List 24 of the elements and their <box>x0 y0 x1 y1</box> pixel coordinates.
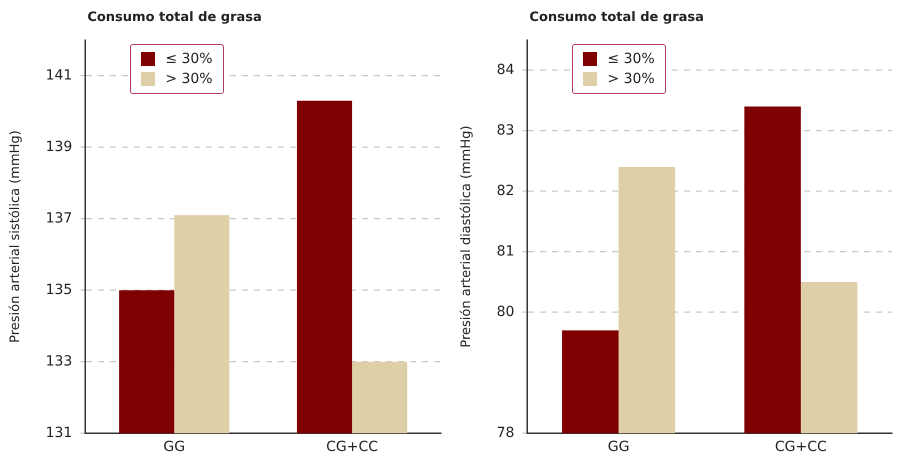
legend-label: ≤ 30% <box>165 51 213 67</box>
legend-label: ≤ 30% <box>607 51 655 67</box>
y-tick-label: 78 <box>496 424 514 441</box>
y-tick-label: 137 <box>46 210 72 226</box>
y-tick-label: 141 <box>46 67 72 84</box>
y-axis-title: Presión arterial sistólica (mmHg) <box>8 130 24 343</box>
y-tick-label: 84 <box>496 62 514 78</box>
legend-label: > 30% <box>165 71 213 87</box>
x-tick-label: GG <box>608 439 630 456</box>
x-tick-label: GG <box>163 439 186 456</box>
y-tick-label: 83 <box>496 122 514 138</box>
y-tick-label: 80 <box>496 304 514 320</box>
x-tick-label: CG+CC <box>326 439 378 456</box>
chart-title: Consumo total de grasa <box>87 10 262 25</box>
y-tick-label: 131 <box>46 424 72 441</box>
y-tick-label: 139 <box>46 138 72 155</box>
y-tick-label: 133 <box>46 353 72 370</box>
legend-label: > 30% <box>607 71 655 87</box>
y-tick-label: 135 <box>46 282 72 298</box>
x-tick-label: CG+CC <box>774 439 828 456</box>
chart-title: Consumo total de grasa <box>529 10 704 25</box>
y-tick-label: 82 <box>496 182 514 199</box>
y-tick-label: 81 <box>496 243 514 260</box>
y-axis-title: Presión arterial diastólica (mmHg) <box>459 126 474 348</box>
